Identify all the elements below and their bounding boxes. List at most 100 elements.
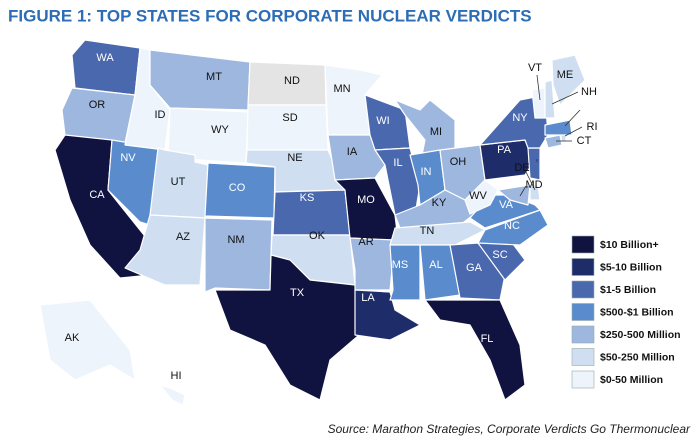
state — [531, 87, 546, 119]
state-label: ND — [284, 75, 300, 87]
state-label: SD — [282, 112, 297, 124]
source-note: Source: Marathon Strategies, Corporate V… — [328, 422, 691, 436]
state — [39, 299, 136, 381]
state-label: NH — [581, 86, 597, 98]
state — [449, 242, 506, 301]
state-label: PA — [497, 144, 512, 156]
legend-swatch — [571, 235, 595, 254]
leader — [564, 109, 581, 127]
state-label: OK — [309, 230, 326, 242]
leader — [525, 171, 536, 191]
state-label: TX — [290, 287, 305, 299]
legend-swatch — [571, 303, 595, 321]
state — [61, 87, 136, 144]
state — [354, 289, 421, 341]
legend-label: $10 Billion+ — [600, 239, 659, 251]
state — [159, 384, 186, 406]
state-label: MD — [525, 179, 542, 191]
state-label: AR — [358, 236, 373, 248]
state-label: VA — [499, 199, 514, 211]
state — [464, 179, 499, 215]
state — [424, 299, 526, 401]
state — [389, 221, 486, 246]
state-label: KS — [300, 192, 315, 204]
state-label: GA — [466, 262, 483, 274]
state-label: WY — [211, 124, 229, 136]
state-label: NM — [227, 234, 244, 246]
state — [529, 184, 541, 201]
state-label: AL — [429, 259, 442, 271]
state-label: NY — [512, 112, 528, 124]
state — [149, 49, 251, 111]
state — [544, 119, 573, 136]
state-label: NV — [120, 152, 136, 164]
state-label: AK — [65, 332, 80, 344]
legend-label: $50-250 Million — [600, 351, 675, 363]
state — [479, 94, 549, 149]
legend-label: $500-$1 Billion — [600, 306, 674, 318]
state-label: ME — [557, 69, 574, 81]
legend-label: $5-10 Billion — [600, 261, 662, 273]
state — [551, 54, 586, 106]
state-label: MS — [392, 259, 409, 271]
state-label: HI — [171, 370, 182, 382]
legend-label: $250-500 Million — [600, 329, 681, 341]
leader — [519, 185, 527, 197]
state-label: TN — [420, 225, 435, 237]
state — [527, 147, 541, 181]
state-label: MN — [333, 83, 350, 95]
legend-swatch — [571, 258, 595, 276]
state — [544, 134, 563, 149]
legend-swatch — [571, 325, 595, 344]
state-label: DE — [514, 162, 529, 174]
state-label: NE — [287, 152, 302, 164]
state — [349, 237, 396, 291]
state-label: MT — [206, 71, 222, 83]
state-label: CA — [89, 189, 105, 201]
legend-swatch — [571, 370, 595, 389]
legend: $10 Billion+ $5-10 Billion $1-5 Billion $50… — [571, 235, 681, 389]
legend-swatch — [571, 280, 595, 299]
state — [497, 184, 531, 206]
state-label: MO — [357, 194, 375, 206]
state-label: IL — [393, 157, 402, 169]
state-label: IA — [347, 146, 358, 158]
state-label: IN — [421, 166, 432, 178]
state — [214, 254, 369, 401]
state-label: NC — [504, 220, 520, 232]
state-label: MI — [430, 126, 442, 138]
state — [71, 39, 141, 96]
state-label: MA — [584, 104, 601, 116]
state-label: VT — [528, 62, 542, 74]
state — [327, 134, 386, 181]
legend-label: $1-5 Billion — [600, 284, 656, 296]
title: FIGURE 1: TOP STATES FOR CORPORATE NUCLE… — [8, 6, 532, 25]
leader-lines — [519, 74, 583, 197]
leader — [536, 74, 541, 101]
leader — [564, 126, 583, 137]
legend-swatch — [571, 348, 595, 366]
state-label: OH — [450, 156, 467, 168]
state — [389, 244, 421, 301]
state-labels: WA OR CA NV ID MT WY UT AZ CO NM ND SD NE KS OK TX MN IA MO… — [65, 52, 601, 382]
state-label: LA — [361, 292, 375, 304]
state-label: ID — [155, 109, 166, 121]
state-label: WA — [96, 52, 114, 64]
state-label: UT — [171, 176, 186, 188]
state — [204, 217, 273, 293]
state-label: AZ — [176, 231, 190, 243]
states — [39, 39, 586, 406]
state — [544, 79, 556, 119]
state-label: CO — [229, 182, 246, 194]
state-label: NJ — [539, 151, 552, 163]
state-label: SC — [492, 249, 507, 261]
state-label: FL — [481, 333, 494, 345]
state-label: RI — [587, 121, 598, 133]
state-label: WV — [469, 190, 487, 202]
state-label: CT — [577, 135, 592, 147]
state-label: WI — [376, 115, 389, 127]
state-label: OR — [89, 99, 106, 111]
legend-label: $0-50 Million — [600, 374, 663, 386]
state-label: KY — [432, 197, 447, 209]
